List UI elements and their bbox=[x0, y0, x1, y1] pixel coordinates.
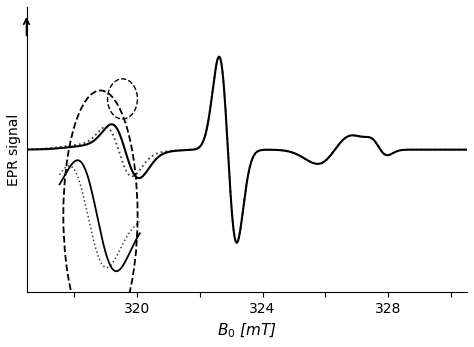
Y-axis label: EPR signal: EPR signal bbox=[7, 113, 21, 186]
X-axis label: $B_0$ [mT]: $B_0$ [mT] bbox=[217, 322, 277, 340]
